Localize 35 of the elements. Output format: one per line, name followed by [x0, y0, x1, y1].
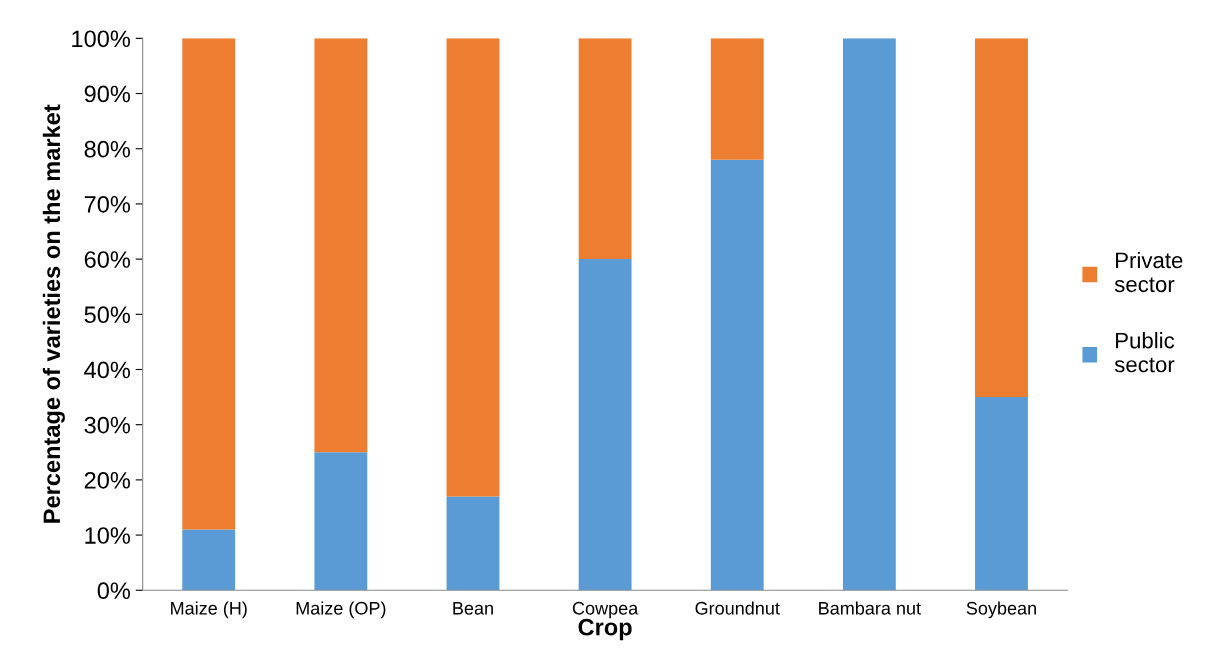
y-tick-label: 100% [72, 30, 131, 48]
legend-label: Public sector [1114, 332, 1175, 373]
y-tick-label: 10% [85, 527, 131, 544]
y-tick-label: 40% [84, 361, 131, 379]
x-axis-title: Crop [578, 618, 632, 641]
y-tick-label: 0% [97, 582, 131, 600]
bar [314, 38, 368, 453]
y-axis-title: Percentage of varieties on the market [42, 104, 65, 523]
bar [842, 38, 896, 591]
bar [975, 38, 1028, 398]
y-tick-label: 80% [84, 140, 131, 158]
y-tick-label: 90% [84, 85, 131, 103]
bar [314, 452, 368, 591]
x-tick-label: Bean [453, 602, 493, 615]
bar [446, 38, 500, 497]
bar [710, 159, 764, 591]
legend-label: Private sector [1114, 251, 1183, 293]
bar [446, 496, 500, 591]
y-tick-label: 20% [84, 471, 131, 489]
y-tick-label: 50% [84, 306, 131, 324]
x-tick-label: Maize (H) [171, 601, 247, 619]
y-tick-label: 30% [84, 416, 131, 434]
bar [975, 397, 1028, 591]
bar [578, 38, 632, 260]
x-tick-label: Maize (OP) [296, 601, 386, 619]
bar [710, 38, 764, 160]
x-tick-label: Cowpea [572, 601, 639, 619]
x-tick-label: Bambara nut [819, 601, 921, 615]
y-tick-label: 70% [84, 195, 131, 213]
x-tick-label: Groundnut [695, 601, 780, 615]
bar [182, 38, 236, 530]
y-tick-label: 60% [84, 251, 131, 268]
bar [578, 259, 632, 591]
x-tick-label: Soybean [966, 601, 1036, 619]
bar [182, 529, 236, 591]
